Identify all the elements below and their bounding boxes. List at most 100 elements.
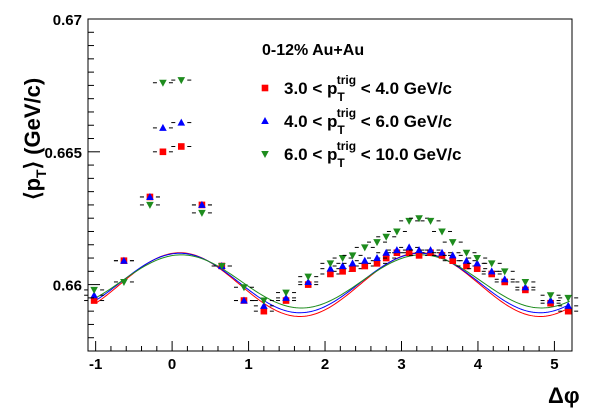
data-point — [373, 239, 381, 247]
fit-curve — [95, 252, 570, 314]
data-point — [360, 256, 369, 264]
data-point — [159, 148, 167, 156]
data-point — [487, 267, 496, 275]
data-point — [159, 123, 167, 131]
y-axis-label-close: ⟩ — [20, 161, 45, 170]
y-tick-label: 0.665 — [44, 145, 82, 162]
data-point — [546, 296, 555, 304]
legend-label-suffix: < 4.0 GeV/c — [356, 79, 452, 98]
x-tick-label: 3 — [397, 356, 405, 373]
data-point — [177, 77, 186, 85]
y-axis-label-unit: (GeV/c) — [20, 78, 45, 155]
legend-label: 4.0 < pTtrig < 6.0 GeV/c — [284, 106, 452, 137]
data-point — [304, 277, 313, 285]
data-point — [373, 254, 381, 262]
data-point — [327, 270, 334, 278]
data-point — [218, 263, 226, 271]
y-tick-label: 0.66 — [53, 278, 82, 295]
data-point — [415, 215, 423, 223]
legend-label: 6.0 < pTtrig < 10.0 GeV/c — [284, 139, 461, 170]
annotation-label: 0-12% Au+Au — [262, 42, 364, 59]
data-point — [90, 286, 98, 294]
data-point — [449, 257, 457, 264]
data-point — [261, 84, 269, 92]
data-point — [120, 256, 128, 264]
data-point — [462, 249, 471, 257]
data-point — [415, 246, 423, 254]
data-point — [260, 307, 268, 315]
data-point — [198, 200, 206, 208]
data-point — [120, 278, 128, 286]
data-point — [473, 259, 481, 267]
data-point — [90, 291, 98, 299]
data-point — [382, 233, 390, 241]
data-point — [473, 255, 481, 263]
legend-label-suffix: < 10.0 GeV/c — [356, 145, 461, 164]
data-point — [373, 260, 381, 267]
data-point — [448, 239, 457, 247]
data-point — [564, 294, 572, 302]
data-point — [521, 283, 530, 291]
data-point — [349, 265, 356, 272]
y-tick-label: 0.67 — [53, 12, 82, 29]
data-point — [393, 228, 401, 236]
fit-curve — [95, 252, 570, 317]
data-point — [405, 217, 413, 225]
y-axis-label: ⟨pT⟩ (GeV/c) — [20, 78, 49, 200]
data-point — [473, 265, 481, 272]
data-point — [348, 259, 357, 267]
data-point — [260, 297, 268, 305]
legend-label-sup: trig — [337, 73, 356, 87]
data-point — [261, 117, 269, 124]
data-point — [326, 264, 335, 272]
x-tick-label: 4 — [474, 356, 483, 373]
plot-frame — [87, 18, 573, 352]
data-point — [382, 248, 390, 256]
x-tick-label: 1 — [244, 356, 252, 373]
legend-label: 3.0 < pTtrig < 4.0 GeV/c — [284, 73, 452, 104]
data-point — [426, 217, 435, 225]
x-tick-label: 5 — [550, 356, 558, 373]
data-point — [487, 260, 496, 268]
data-point — [426, 246, 435, 254]
x-axis-label: Δφ — [548, 383, 580, 408]
data-point — [339, 268, 346, 275]
axes: -1 0 1 2 3 4 5 0.66 0.665 0.67 — [44, 12, 558, 373]
data-point — [415, 252, 423, 259]
data-point — [393, 246, 401, 254]
data-point — [304, 273, 313, 281]
data-point — [90, 297, 98, 304]
legend-label-prefix: 3.0 < p — [284, 79, 337, 98]
data-point — [500, 275, 509, 283]
data-point — [360, 244, 369, 252]
data-point — [463, 262, 470, 270]
data-point — [438, 228, 446, 236]
data-point — [240, 284, 248, 292]
data-point — [282, 293, 290, 301]
data-point — [326, 260, 335, 268]
data-point — [361, 262, 369, 270]
data-point — [282, 289, 290, 297]
data-point — [500, 268, 509, 276]
data-point — [564, 307, 572, 315]
legend-label-sub: T — [337, 123, 345, 137]
data-point — [240, 296, 248, 304]
data-point — [405, 243, 413, 251]
y-axis-label-main: ⟨p — [20, 178, 45, 200]
data-point — [405, 249, 413, 257]
data-point — [338, 255, 347, 263]
data-point — [177, 118, 186, 126]
data-point — [146, 201, 154, 209]
data-point — [159, 79, 167, 87]
fit-curve — [95, 254, 570, 309]
data-points — [84, 77, 579, 315]
data-point — [260, 301, 268, 309]
data-point — [261, 151, 269, 158]
legend-label-sup: trig — [337, 139, 356, 153]
legend-label-prefix: 6.0 < p — [284, 145, 337, 164]
data-point — [438, 248, 446, 256]
data-point — [348, 252, 357, 260]
x-tick-label: 0 — [168, 356, 176, 373]
legend-label-suffix: < 6.0 GeV/c — [356, 112, 452, 131]
